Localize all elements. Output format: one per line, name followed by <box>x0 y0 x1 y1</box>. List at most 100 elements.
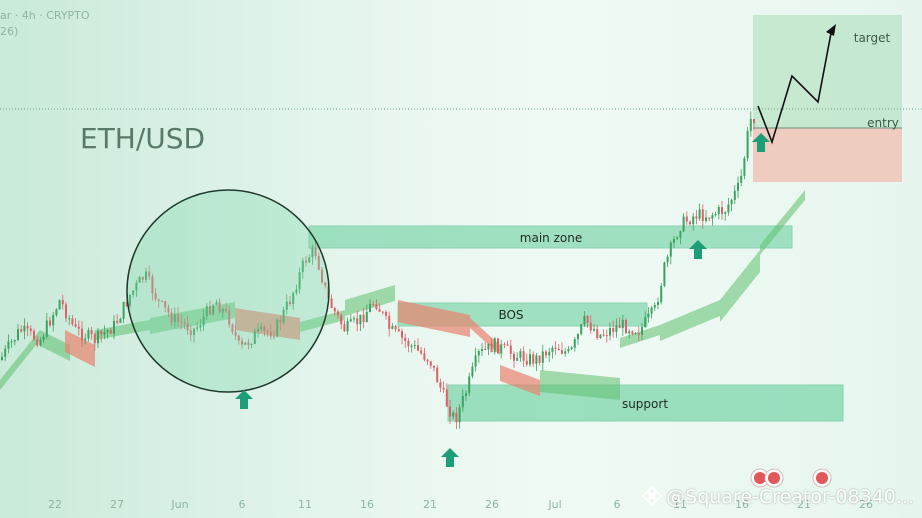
x-tick-label: 22 <box>48 498 62 511</box>
main-zone-label: main zone <box>520 231 582 245</box>
candle-body <box>705 217 707 222</box>
candle-body <box>673 238 675 243</box>
candle-body <box>503 344 506 346</box>
cloud-segment <box>0 330 40 390</box>
candle-body <box>730 199 733 205</box>
candle-body <box>500 344 503 354</box>
candle-body <box>529 354 531 365</box>
candle-body <box>519 351 522 358</box>
candle-body <box>493 338 496 353</box>
candle-body <box>365 311 368 323</box>
candle-body <box>167 307 170 313</box>
candle-body <box>676 237 679 239</box>
candle-body <box>148 271 151 277</box>
candle-body <box>663 262 666 286</box>
candle-body <box>340 314 343 325</box>
candle-body <box>263 326 266 331</box>
candle-body <box>13 340 16 342</box>
chart-title: ETH/USD <box>80 122 205 155</box>
x-axis: 22 27 Jun 6 11 16 21 26 Jul 6 11 16 21 26 <box>48 498 873 511</box>
candle-body <box>212 305 215 315</box>
candle-body <box>161 300 163 302</box>
candle-body <box>535 355 538 364</box>
candle-body <box>273 336 275 338</box>
candle-body <box>612 327 615 332</box>
candle-body <box>129 294 131 307</box>
candle-body <box>119 318 122 323</box>
candle-body <box>721 207 723 214</box>
candle-body <box>84 338 87 341</box>
candle-body <box>461 395 464 408</box>
candle-body <box>151 276 154 294</box>
entry-label: entry <box>867 116 899 130</box>
candle-body <box>711 215 714 219</box>
candle-body <box>631 331 634 334</box>
candle-body <box>49 320 51 326</box>
candle-body <box>666 256 669 263</box>
candle-body <box>596 329 599 338</box>
candle-body <box>10 341 13 343</box>
cloud-segment <box>760 190 805 255</box>
candle-body <box>337 311 339 315</box>
candle-body <box>589 322 592 331</box>
candle-body <box>209 306 211 315</box>
candle-body <box>103 332 106 335</box>
candle-body <box>545 351 547 356</box>
candle-body <box>401 331 403 338</box>
candle-body <box>743 158 746 176</box>
flag-icon-inner <box>754 472 766 484</box>
candle-body <box>717 207 720 215</box>
candle-body <box>724 212 727 214</box>
candle-body <box>295 289 298 293</box>
candle-body <box>253 331 256 345</box>
candle-body <box>410 345 413 347</box>
candle-body <box>394 326 397 330</box>
candle-body <box>180 321 183 323</box>
candle-body <box>7 341 10 349</box>
candle-body <box>407 340 410 347</box>
candle-body <box>311 247 314 258</box>
x-tick-label: 16 <box>360 498 374 511</box>
candle-body <box>369 304 371 312</box>
candle-body <box>260 326 263 330</box>
candle-body <box>490 343 493 353</box>
candle-body <box>164 301 167 308</box>
x-tick-label: 16 <box>735 498 749 511</box>
candle-body <box>497 338 499 354</box>
up-arrow-icon <box>689 240 707 259</box>
candle-body <box>714 214 717 216</box>
support-label: support <box>622 397 668 411</box>
candle-body <box>77 326 80 329</box>
candle-body <box>522 351 525 361</box>
candle-body <box>225 308 227 311</box>
candle-body <box>660 285 663 303</box>
watermark: @Square-Creator-08340... <box>642 486 914 508</box>
cloud-segment <box>95 320 150 340</box>
candle-body <box>33 331 35 340</box>
candle-body <box>436 367 439 383</box>
candle-body <box>221 308 224 313</box>
candle-body <box>593 329 595 331</box>
candle-body <box>292 292 295 305</box>
candle-body <box>116 320 119 323</box>
candle-body <box>657 302 659 305</box>
candle-body <box>442 387 445 390</box>
candle-body <box>404 337 407 341</box>
candle-body <box>68 318 71 320</box>
candle-body <box>506 344 509 346</box>
candle-body <box>39 339 42 346</box>
candle-body <box>138 277 141 283</box>
candle-body <box>737 182 739 191</box>
candle-body <box>109 330 112 334</box>
candle-body <box>215 302 218 306</box>
candle-body <box>727 204 730 213</box>
candle-body <box>241 340 243 345</box>
candle-body <box>189 330 192 335</box>
candle-body <box>695 216 698 219</box>
candle-body <box>276 319 279 337</box>
candle-body <box>183 322 186 324</box>
candle-body <box>625 320 627 334</box>
candle-body <box>23 325 26 332</box>
